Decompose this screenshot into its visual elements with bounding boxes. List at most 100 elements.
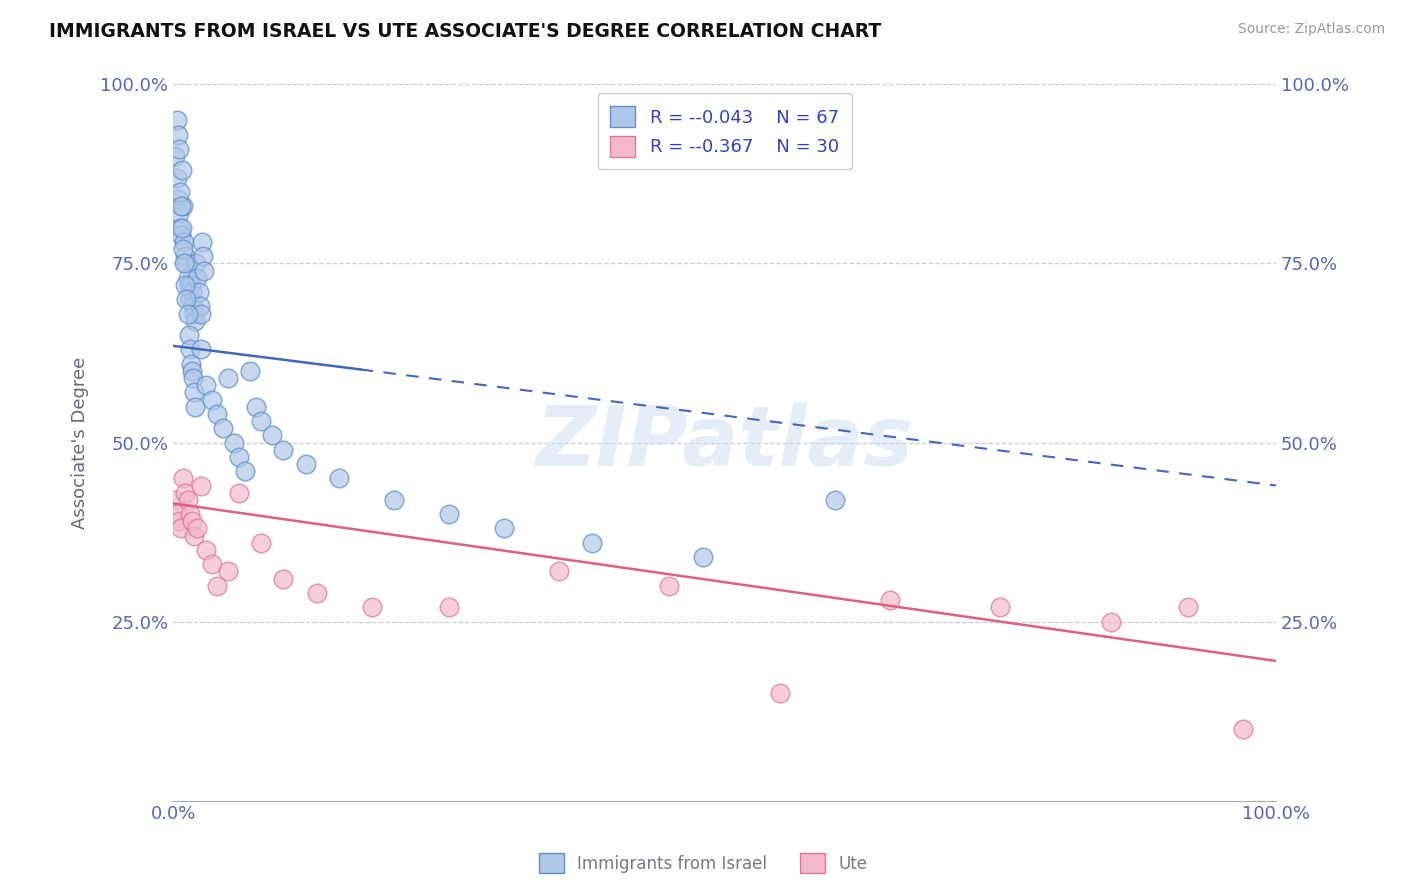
Point <box>1232 722 1254 736</box>
Point <box>1177 600 1199 615</box>
Point <box>176 256 198 270</box>
Point <box>181 371 204 385</box>
Point <box>207 579 229 593</box>
Point <box>328 471 350 485</box>
Point <box>228 450 250 464</box>
Point <box>186 256 208 270</box>
Point <box>170 199 193 213</box>
Point <box>222 435 245 450</box>
Point <box>176 492 198 507</box>
Point <box>172 471 194 485</box>
Point <box>184 400 207 414</box>
Point <box>181 300 204 314</box>
Legend: R = --0.043    N = 67, R = --0.367    N = 30: R = --0.043 N = 67, R = --0.367 N = 30 <box>598 94 852 169</box>
Point <box>167 142 190 156</box>
Point <box>173 256 195 270</box>
Point <box>166 507 188 521</box>
Point <box>170 521 193 535</box>
Point <box>988 600 1011 615</box>
Point <box>233 464 256 478</box>
Point <box>167 514 190 528</box>
Point <box>273 572 295 586</box>
Point <box>824 492 846 507</box>
Point <box>176 270 198 285</box>
Point <box>179 293 201 307</box>
Point <box>165 492 187 507</box>
Point <box>273 442 295 457</box>
Point <box>166 192 188 206</box>
Point <box>183 385 205 400</box>
Point <box>180 277 202 292</box>
Point <box>172 242 194 256</box>
Text: ZIPatlas: ZIPatlas <box>536 402 914 483</box>
Point <box>191 235 214 249</box>
Point <box>186 521 208 535</box>
Point <box>167 206 190 220</box>
Point <box>177 328 200 343</box>
Point <box>217 565 239 579</box>
Text: Source: ZipAtlas.com: Source: ZipAtlas.com <box>1237 22 1385 37</box>
Point <box>360 600 382 615</box>
Point <box>173 235 195 249</box>
Point <box>262 428 284 442</box>
Point <box>294 457 316 471</box>
Point <box>179 507 201 521</box>
Point <box>692 550 714 565</box>
Point <box>437 600 460 615</box>
Point <box>239 364 262 378</box>
Point <box>1099 615 1122 629</box>
Point <box>193 263 215 277</box>
Point <box>176 307 198 321</box>
Point <box>581 536 603 550</box>
Point <box>195 543 218 558</box>
Point <box>181 514 204 528</box>
Point <box>183 528 205 542</box>
Point <box>186 270 208 285</box>
Point <box>207 407 229 421</box>
Point <box>190 343 212 357</box>
Point <box>181 285 204 300</box>
Point <box>176 293 198 307</box>
Point <box>191 249 214 263</box>
Point <box>170 220 193 235</box>
Point <box>180 357 202 371</box>
Point <box>201 392 224 407</box>
Point <box>879 593 901 607</box>
Point <box>250 536 273 550</box>
Point <box>769 686 792 700</box>
Point <box>548 565 571 579</box>
Point <box>170 227 193 242</box>
Point <box>170 163 193 178</box>
Point <box>245 400 267 414</box>
Point <box>190 478 212 492</box>
Point <box>382 492 405 507</box>
Point <box>201 558 224 572</box>
Point <box>181 364 204 378</box>
Point <box>195 378 218 392</box>
Point <box>184 314 207 328</box>
Text: IMMIGRANTS FROM ISRAEL VS UTE ASSOCIATE'S DEGREE CORRELATION CHART: IMMIGRANTS FROM ISRAEL VS UTE ASSOCIATE'… <box>49 22 882 41</box>
Point <box>217 371 239 385</box>
Point <box>188 300 211 314</box>
Point <box>187 285 209 300</box>
Point <box>250 414 273 428</box>
Point <box>174 249 197 263</box>
Point <box>305 586 328 600</box>
Point <box>437 507 460 521</box>
Y-axis label: Associate's Degree: Associate's Degree <box>72 357 89 529</box>
Point <box>169 220 191 235</box>
Point <box>190 307 212 321</box>
Point <box>179 343 201 357</box>
Point <box>174 485 197 500</box>
Point <box>166 170 188 185</box>
Point <box>183 307 205 321</box>
Point <box>166 113 188 128</box>
Point <box>165 149 187 163</box>
Point <box>177 277 200 292</box>
Point <box>169 185 191 199</box>
Point <box>492 521 515 535</box>
Point <box>166 128 188 142</box>
Point <box>658 579 681 593</box>
Point <box>211 421 233 435</box>
Legend: Immigrants from Israel, Ute: Immigrants from Israel, Ute <box>531 847 875 880</box>
